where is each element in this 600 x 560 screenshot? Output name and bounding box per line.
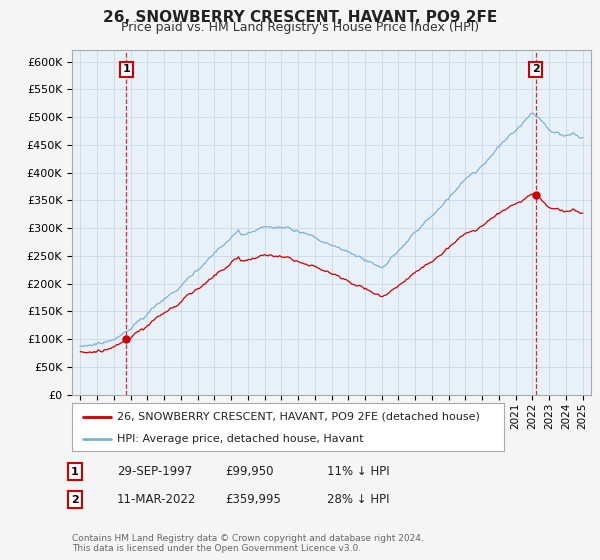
Text: 28% ↓ HPI: 28% ↓ HPI [327, 493, 389, 506]
Text: 26, SNOWBERRY CRESCENT, HAVANT, PO9 2FE (detached house): 26, SNOWBERRY CRESCENT, HAVANT, PO9 2FE … [118, 412, 480, 422]
Text: £99,950: £99,950 [225, 465, 274, 478]
Text: £359,995: £359,995 [225, 493, 281, 506]
Text: 2: 2 [71, 494, 79, 505]
Text: HPI: Average price, detached house, Havant: HPI: Average price, detached house, Hava… [118, 435, 364, 445]
Text: 1: 1 [122, 64, 130, 74]
Text: 11% ↓ HPI: 11% ↓ HPI [327, 465, 389, 478]
Text: 1: 1 [71, 466, 79, 477]
Text: Contains HM Land Registry data © Crown copyright and database right 2024.
This d: Contains HM Land Registry data © Crown c… [72, 534, 424, 553]
Text: Price paid vs. HM Land Registry's House Price Index (HPI): Price paid vs. HM Land Registry's House … [121, 21, 479, 34]
Text: 26, SNOWBERRY CRESCENT, HAVANT, PO9 2FE: 26, SNOWBERRY CRESCENT, HAVANT, PO9 2FE [103, 10, 497, 25]
Text: 2: 2 [532, 64, 539, 74]
Text: 11-MAR-2022: 11-MAR-2022 [117, 493, 196, 506]
Text: 29-SEP-1997: 29-SEP-1997 [117, 465, 192, 478]
